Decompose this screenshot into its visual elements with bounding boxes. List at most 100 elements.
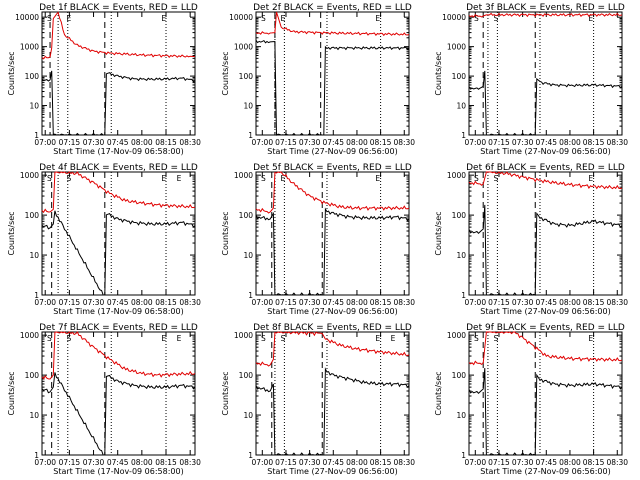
lld-series-line xyxy=(468,171,623,190)
y-tick-label: 10 xyxy=(456,411,466,420)
y-tick-label: 1000 xyxy=(234,331,253,340)
y-tick-label: 100 xyxy=(239,72,254,81)
y-tick-label: 1000 xyxy=(447,331,466,340)
x-tick-label: 07:30 xyxy=(512,458,534,467)
plot-frame xyxy=(255,331,410,456)
x-tick-label: 07:15 xyxy=(275,298,297,307)
x-tick-label: 07:45 xyxy=(535,298,557,307)
y-tick-label: 1000 xyxy=(447,171,466,180)
lld-series-line xyxy=(41,11,196,60)
y-tick-label: 1 xyxy=(461,291,466,300)
flag-label: E xyxy=(161,334,166,343)
y-axis-label: Counts/sec xyxy=(221,371,230,415)
y-axis-label: Counts/sec xyxy=(434,51,443,95)
flag-label: S xyxy=(474,334,479,343)
y-tick-label: 1000 xyxy=(447,43,466,52)
flag-label: E xyxy=(375,174,380,183)
flag-label: E xyxy=(66,14,71,23)
events-series-line xyxy=(468,70,623,136)
plot-frame xyxy=(41,331,196,456)
y-tick-label: 100 xyxy=(239,211,254,220)
x-axis-label: Start Time (27-Nov-09 06:56:00) xyxy=(480,307,610,316)
x-axis-label: Start Time (27-Nov-09 06:56:00) xyxy=(267,307,397,316)
x-tick-label: 07:15 xyxy=(275,138,297,147)
y-tick-label: 1000 xyxy=(20,331,39,340)
x-axis-label: Start Time (27-Nov-09 06:56:00) xyxy=(267,467,397,476)
events-series-line xyxy=(468,368,623,456)
y-axis-label: Counts/sec xyxy=(221,51,230,95)
x-tick-label: 07:30 xyxy=(299,138,321,147)
lld-series-line xyxy=(41,171,196,214)
x-tick-label: 07:30 xyxy=(299,458,321,467)
events-series-line xyxy=(468,204,623,296)
x-tick-label: 07:00 xyxy=(464,458,486,467)
x-tick-label: 07:45 xyxy=(322,138,344,147)
x-tick-label: 07:30 xyxy=(83,458,105,467)
x-tick-label: 07:15 xyxy=(488,458,510,467)
y-tick-label: 100 xyxy=(25,211,40,220)
x-tick-label: 08:00 xyxy=(131,298,153,307)
detector-panel-1: Det 1f BLACK = Events, RED = LLD 1 10 100 10… xyxy=(7,3,201,156)
x-tick-label: 08:00 xyxy=(346,458,368,467)
flag-label: S xyxy=(47,174,52,183)
detector-panel-3: Det 3f BLACK = Events, RED = LLD 1 10 100 10… xyxy=(434,3,628,156)
panel-title: Det 3f BLACK = Events, RED = LLD xyxy=(466,3,625,13)
lld-series-line xyxy=(468,12,623,18)
x-tick-label: 07:00 xyxy=(34,458,56,467)
y-tick-label: 10 xyxy=(243,102,253,111)
y-tick-label: 10000 xyxy=(15,13,39,22)
flag-label: S xyxy=(47,14,52,23)
flag-label: E xyxy=(161,14,166,23)
flag-label: E xyxy=(177,334,182,343)
x-tick-label: 07:00 xyxy=(251,298,273,307)
x-tick-label: 07:45 xyxy=(107,458,129,467)
x-tick-label: 08:00 xyxy=(559,138,581,147)
x-tick-label: 08:30 xyxy=(606,298,628,307)
x-tick-label: 08:15 xyxy=(155,138,177,147)
x-tick-label: 07:15 xyxy=(488,298,510,307)
events-series-line xyxy=(255,367,410,456)
x-tick-label: 08:15 xyxy=(583,298,605,307)
flag-label: E xyxy=(280,174,285,183)
panel-title: Det 7f BLACK = Events, RED = LLD xyxy=(39,323,198,333)
x-axis-label: Start Time (27-Nov-09 06:56:00) xyxy=(480,147,610,156)
events-series-line xyxy=(255,207,410,296)
detector-panel-2: Det 2f BLACK = Events, RED = LLD 1 10 100 10… xyxy=(221,3,415,156)
y-tick-label: 1 xyxy=(248,451,253,460)
y-tick-label: 1 xyxy=(248,131,253,140)
plot-frame xyxy=(41,171,196,296)
flag-label: E xyxy=(375,14,380,23)
y-tick-label: 1000 xyxy=(20,171,39,180)
x-axis-label: Start Time (27-Nov-09 06:56:00) xyxy=(267,147,397,156)
events-series-line xyxy=(41,210,196,296)
y-tick-label: 1000 xyxy=(234,171,253,180)
y-tick-label: 1 xyxy=(34,451,39,460)
x-tick-label: 08:15 xyxy=(370,458,392,467)
x-tick-label: 08:30 xyxy=(393,298,415,307)
panel-title: Det 4f BLACK = Events, RED = LLD xyxy=(39,163,198,173)
panel-title: Det 8f BLACK = Events, RED = LLD xyxy=(253,323,412,333)
x-tick-label: 08:30 xyxy=(393,458,415,467)
events-series-line xyxy=(255,39,410,136)
x-tick-label: 08:30 xyxy=(179,298,201,307)
x-tick-label: 08:15 xyxy=(155,298,177,307)
x-tick-label: 07:15 xyxy=(59,298,81,307)
x-tick-label: 08:15 xyxy=(155,458,177,467)
y-axis-label: Counts/sec xyxy=(434,371,443,415)
y-tick-label: 10 xyxy=(456,251,466,260)
x-tick-label: 07:00 xyxy=(251,458,273,467)
y-tick-label: 1 xyxy=(34,131,39,140)
flag-label: E xyxy=(588,334,593,343)
y-tick-label: 10 xyxy=(29,102,39,111)
flag-label: S xyxy=(66,334,71,343)
x-tick-label: 07:00 xyxy=(251,138,273,147)
x-tick-label: 08:15 xyxy=(370,298,392,307)
events-series-line xyxy=(41,372,196,456)
flag-label: S xyxy=(280,334,285,343)
x-axis-label: Start Time (17-Nov-09 06:58:00) xyxy=(53,307,183,316)
flag-label: S xyxy=(474,174,479,183)
lld-series-line xyxy=(255,331,410,367)
lld-series-line xyxy=(255,11,410,37)
x-tick-label: 07:30 xyxy=(83,298,105,307)
x-tick-label: 07:00 xyxy=(34,298,56,307)
